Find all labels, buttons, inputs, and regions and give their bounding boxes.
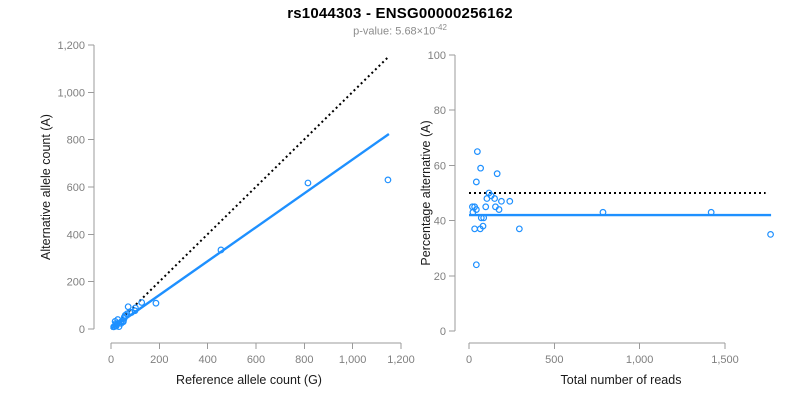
chart-title: rs1044303 - ENSG00000256162 [287, 5, 513, 22]
data-point [767, 230, 774, 238]
x-tick-label: 400 [198, 354, 216, 366]
y-tick-label: 1,000 [57, 87, 85, 99]
x-tick-label: 1,200 [387, 354, 415, 366]
data-point [121, 311, 129, 319]
y-tick-label: 40 [434, 216, 446, 228]
data-point [477, 164, 485, 172]
y-tick-label: 800 [67, 135, 85, 147]
x-tick-label: 1,000 [626, 354, 654, 366]
data-point [128, 309, 135, 316]
x-tick-label: 500 [545, 354, 563, 366]
data-point [472, 206, 480, 213]
right-x-axis-label: Total number of reads [560, 373, 682, 387]
x-tick-label: 600 [247, 354, 265, 366]
data-point [138, 299, 146, 306]
data-point [495, 206, 503, 213]
data-point [599, 208, 607, 216]
x-tick-label: 200 [150, 354, 168, 366]
data-point [479, 222, 487, 230]
data-point [498, 197, 505, 205]
y-tick-label: 200 [67, 277, 85, 289]
data-point [472, 178, 480, 186]
data-point [515, 225, 523, 233]
data-point [472, 261, 480, 269]
right-y-axis-label: Percentage alternative (A) [419, 120, 433, 266]
y-tick-label: 20 [434, 271, 446, 283]
y-tick-label: 0 [79, 324, 85, 336]
chart-subtitle: p-value: 5.68×10-42 [0, 23, 800, 38]
data-point [477, 214, 485, 222]
x-tick-label: 0 [108, 354, 114, 366]
fit-line [110, 133, 390, 330]
left-y-axis-label: Alternative allele count (A) [39, 114, 53, 260]
data-point [132, 304, 139, 312]
data-point [506, 197, 514, 205]
data-point [304, 179, 312, 187]
y-tick-label: 1,200 [57, 40, 85, 52]
y-tick-label: 80 [434, 105, 446, 117]
data-point [152, 299, 160, 307]
data-point [480, 214, 488, 222]
data-point [493, 170, 501, 178]
y-tick-label: 100 [428, 50, 446, 62]
x-tick-label: 0 [466, 354, 472, 366]
data-point [707, 208, 715, 216]
data-point [131, 307, 139, 315]
y-tick-label: 600 [67, 182, 85, 194]
data-point [473, 148, 481, 156]
x-tick-label: 800 [295, 354, 313, 366]
pvalue-text: p-value: 5.68×10 [353, 25, 436, 38]
y-tick-label: 0 [440, 326, 446, 338]
pvalue-exponent: -42 [435, 23, 447, 32]
data-point [384, 176, 392, 184]
left-x-axis-label: Reference allele count (G) [176, 373, 322, 387]
x-tick-label: 1,000 [339, 354, 367, 366]
data-point [482, 203, 490, 211]
y-tick-label: 400 [67, 229, 85, 241]
data-point [491, 195, 499, 202]
data-point [217, 246, 225, 254]
identity-line [110, 56, 390, 330]
y-tick-label: 60 [434, 160, 446, 172]
data-point [471, 225, 479, 233]
x-tick-label: 1,500 [711, 354, 739, 366]
